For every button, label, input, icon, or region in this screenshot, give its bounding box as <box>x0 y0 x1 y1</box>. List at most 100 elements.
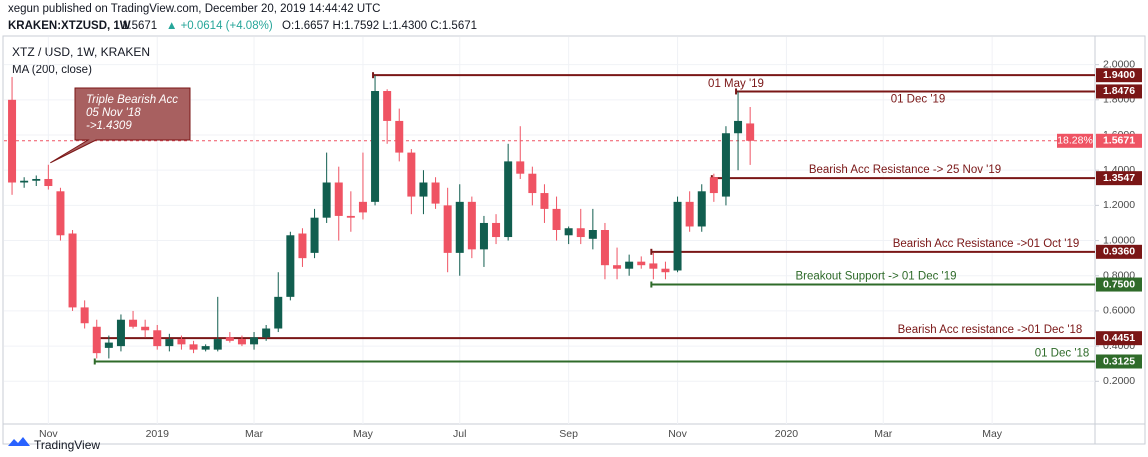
candle-body <box>201 346 210 350</box>
candle-body <box>407 152 416 197</box>
candle-body <box>649 263 658 269</box>
x-tick-label: Sep <box>559 428 578 440</box>
candle-body <box>8 99 17 183</box>
brand-icon <box>8 437 30 446</box>
y-tick-label: 1.2000 <box>1103 199 1135 211</box>
candle-body <box>298 233 307 259</box>
last-price: 1.5671 <box>122 20 157 32</box>
symbol: KRAKEN:XTZUSD, 1W <box>8 20 131 32</box>
candle-body <box>673 201 682 271</box>
candle-body <box>56 191 65 236</box>
candle-body <box>80 307 89 324</box>
candle-body <box>371 91 380 202</box>
level-label: 0.4451 <box>1103 332 1135 344</box>
candle-body <box>274 296 283 329</box>
callout-text: ->1.4309 <box>86 120 132 132</box>
candle-body <box>625 261 634 269</box>
level-label-box <box>1096 354 1142 369</box>
level-note: 01 May '19 <box>708 78 764 90</box>
ohlc: O:1.6657 H:1.7592 L:1.4300 C:1.5671 <box>282 20 477 32</box>
callout-text: Triple Bearish Acc <box>86 94 178 106</box>
candle-body <box>116 319 125 347</box>
candle-body <box>600 230 609 266</box>
x-tick-label: Mar <box>874 428 893 440</box>
level-label-box <box>1096 68 1142 83</box>
candle-body <box>225 337 234 341</box>
candle-body <box>746 123 755 141</box>
candle-body <box>419 182 428 197</box>
candle-body <box>552 208 561 230</box>
level-label-box <box>1096 171 1142 186</box>
candle-body <box>20 180 29 183</box>
y-tick-label: 2.0000 <box>1103 58 1135 70</box>
current-pct-box <box>1057 133 1093 148</box>
candle-body <box>165 339 174 347</box>
candle-body <box>286 235 295 297</box>
candle-body <box>346 215 355 218</box>
candle-body <box>492 222 501 238</box>
candle-body <box>129 319 138 327</box>
callout-text: 05 Nov '18 <box>86 107 141 119</box>
candle-body <box>661 268 670 273</box>
level-note: 01 Dec '19 <box>891 93 946 105</box>
candle-body <box>44 178 53 187</box>
candle-body <box>395 120 404 153</box>
candle-body <box>685 201 694 227</box>
candle-body <box>637 261 646 266</box>
candle-body <box>322 182 331 218</box>
candle-body <box>177 339 186 345</box>
candle-body <box>564 228 573 236</box>
candle-body <box>528 173 537 194</box>
published-line: xegun published on TradingView.com, Dece… <box>8 3 381 15</box>
level-note: Bearish Acc Resistance ->01 Oct '19 <box>893 238 1080 250</box>
x-tick-label: Jul <box>453 428 466 440</box>
y-tick-label: 0.6000 <box>1103 305 1135 317</box>
current-price-label: 1.5671 <box>1103 135 1135 147</box>
candle-body <box>431 182 440 204</box>
candle-body <box>516 161 525 174</box>
level-label: 0.3125 <box>1103 355 1135 367</box>
candle-body <box>734 120 743 134</box>
y-tick-label: 1.0000 <box>1103 234 1135 246</box>
level-label: 1.3547 <box>1103 172 1135 184</box>
level-label: 1.9400 <box>1103 69 1135 81</box>
candle-body <box>334 182 343 216</box>
x-tick-label: Mar <box>245 428 264 440</box>
candle-body <box>613 265 622 269</box>
candle-body <box>250 337 259 345</box>
level-label-box <box>1096 244 1142 259</box>
candle-body <box>32 178 41 181</box>
brand-name: TradingView <box>34 438 100 452</box>
current-price-box <box>1096 133 1142 148</box>
level-label-box <box>1096 84 1142 99</box>
candle-body <box>189 344 198 350</box>
level-note: Breakout Support -> 01 Dec '19 <box>795 271 956 283</box>
candle-body <box>504 161 513 238</box>
x-tick-label: May <box>982 428 1003 440</box>
candle-body <box>358 201 367 213</box>
candle-body <box>697 191 706 227</box>
candle-body <box>576 228 585 238</box>
y-tick-label: 0.2000 <box>1103 375 1135 387</box>
level-note: Bearish Acc Resistance -> 25 Nov '19 <box>809 164 1001 176</box>
candle-body <box>709 177 718 194</box>
candle-body <box>383 91 392 121</box>
candle-body <box>479 222 488 250</box>
current-pct: 18.28% <box>1057 135 1093 147</box>
candle-body <box>467 201 476 250</box>
candle-body <box>540 193 549 209</box>
level-label-box <box>1096 277 1142 292</box>
candle-body <box>310 217 319 253</box>
candle-body <box>153 330 162 347</box>
candle-body <box>68 233 77 308</box>
candle-body <box>721 133 730 197</box>
candle-body <box>237 339 246 345</box>
x-tick-label: May <box>353 428 374 440</box>
level-label: 0.7500 <box>1103 278 1135 290</box>
candle-body <box>262 328 271 338</box>
candle-body <box>588 230 597 239</box>
level-label-box <box>1096 331 1142 346</box>
candle-body <box>141 326 150 331</box>
